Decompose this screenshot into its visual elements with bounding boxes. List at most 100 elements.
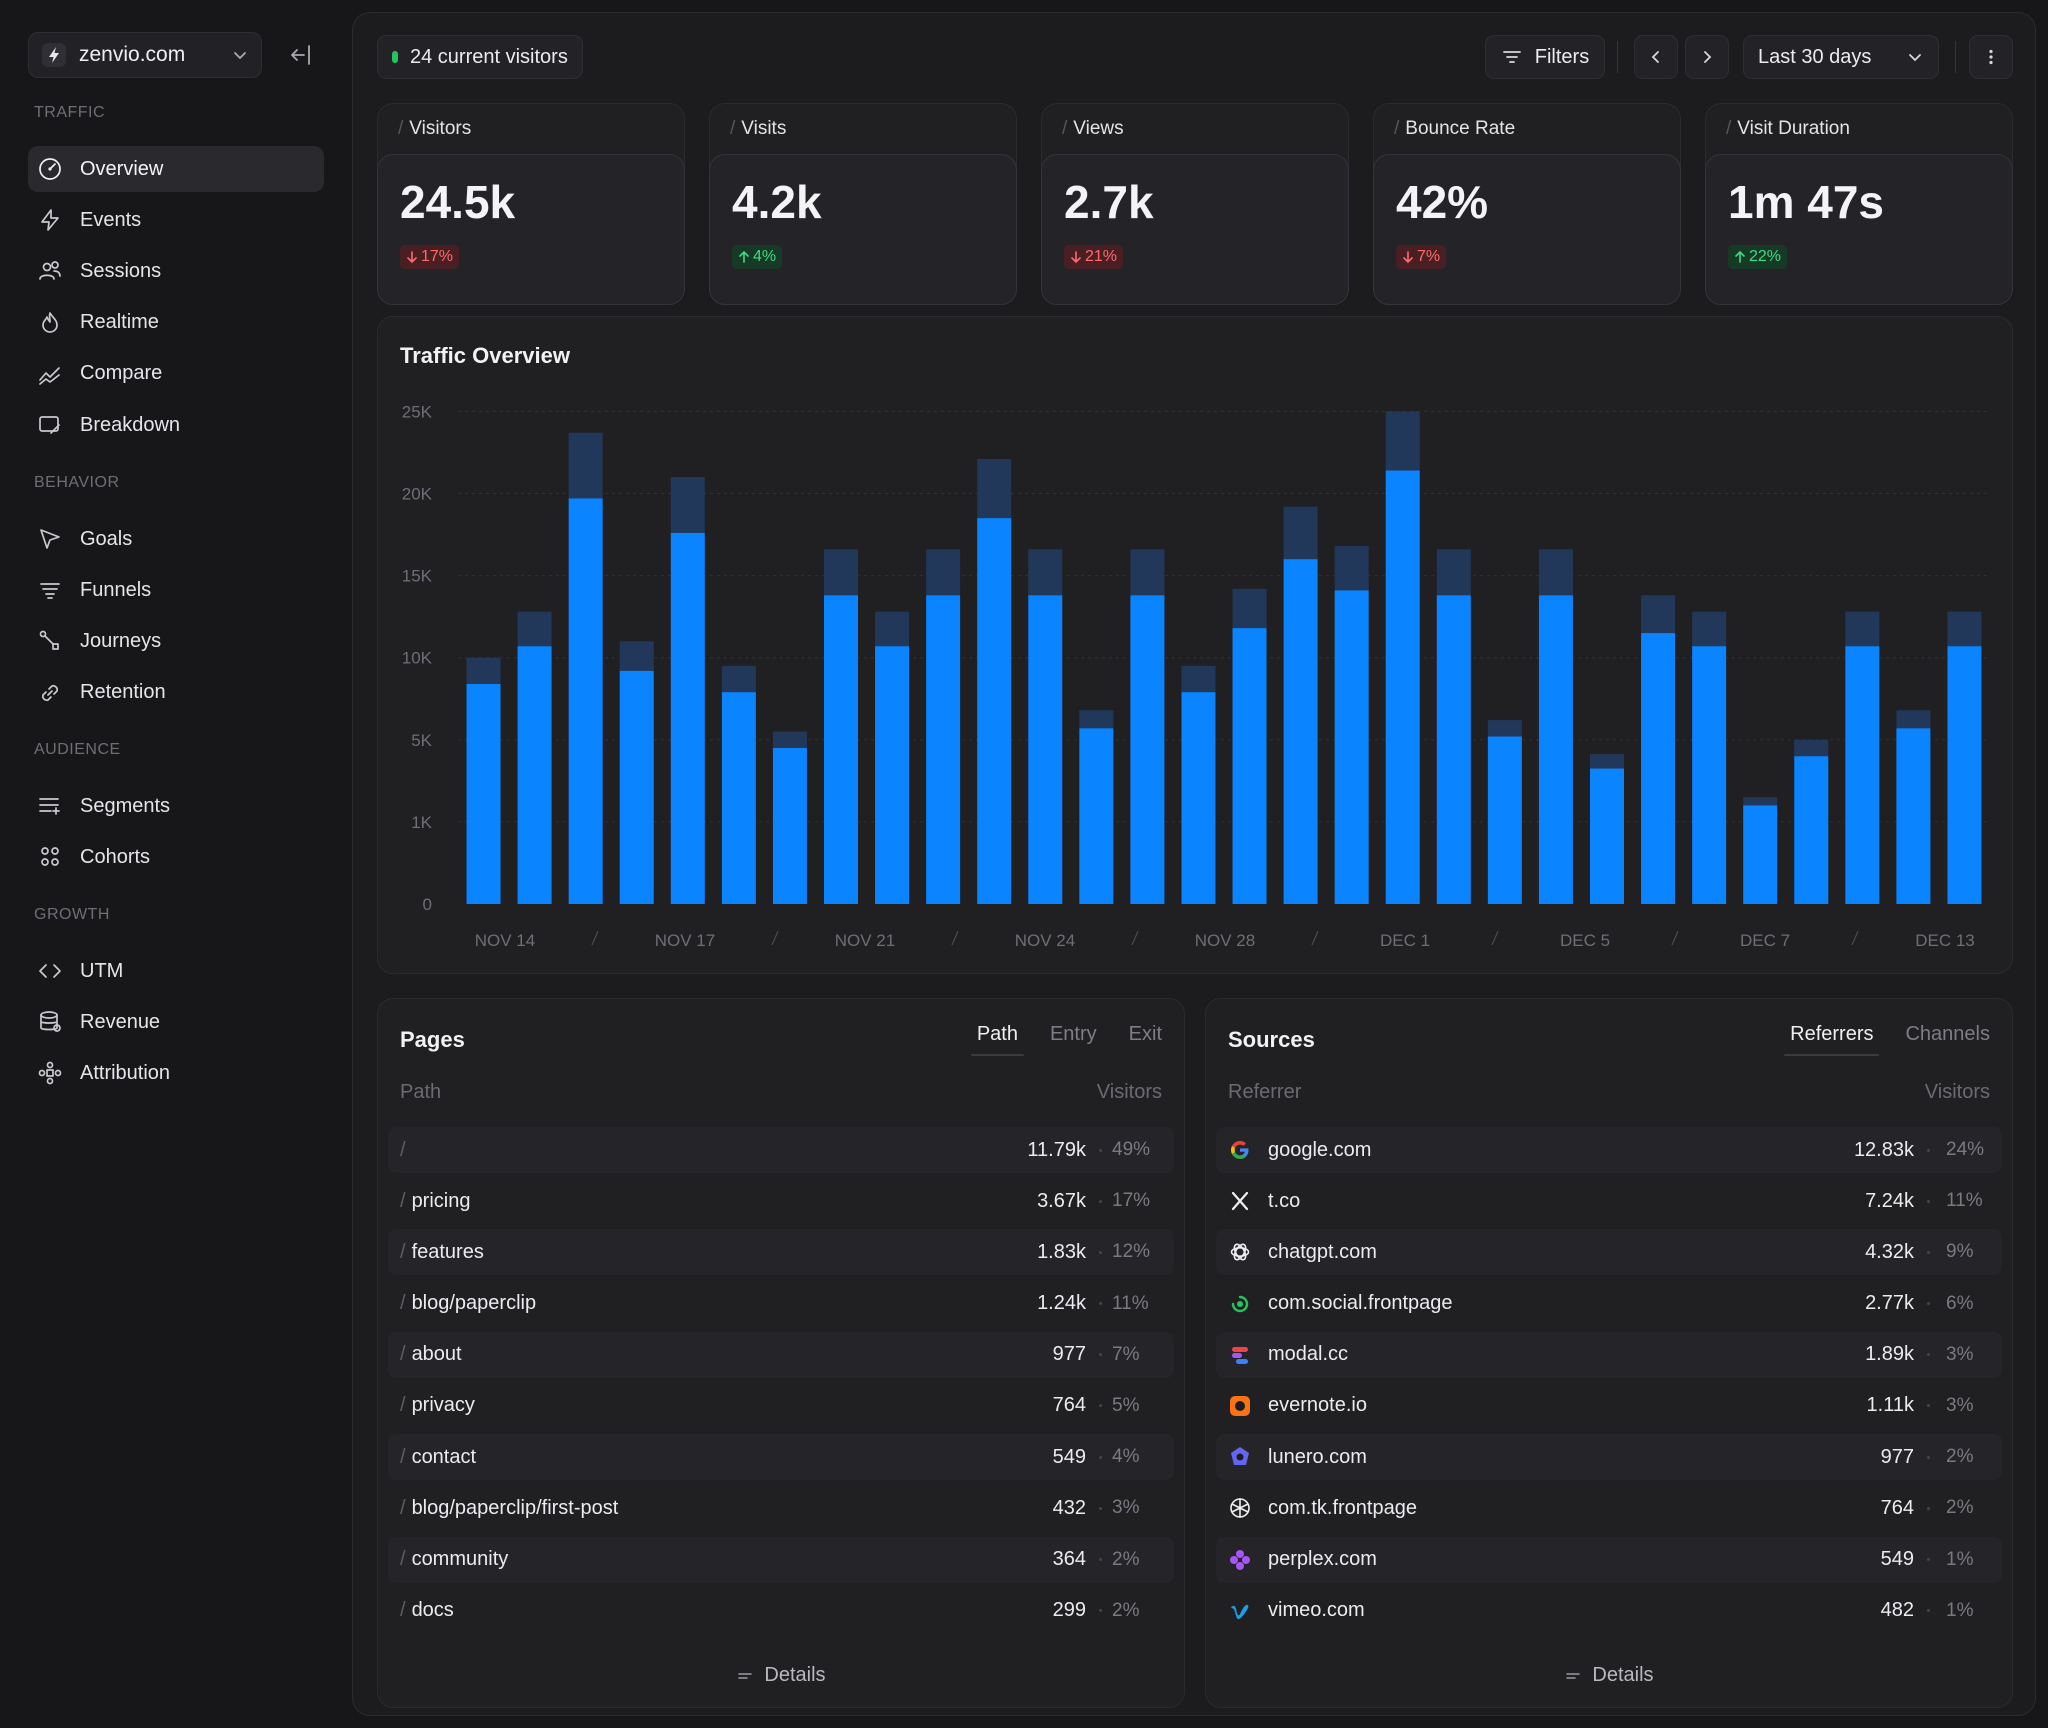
stat-card-visits[interactable]: / Visits 4.2k 4% [709,103,1017,305]
chart-bar-primary[interactable] [466,683,501,904]
chart-bar-secondary[interactable] [875,611,910,647]
chart-bar-primary[interactable] [1079,728,1114,904]
chart-bar-secondary[interactable] [1079,710,1114,729]
chart-bar-secondary[interactable] [1538,549,1573,596]
tab-entry[interactable]: Entry [1049,1023,1097,1045]
chart-bar-primary[interactable] [568,498,603,904]
chart-bar-primary[interactable] [977,518,1012,904]
chart-bar-secondary[interactable] [517,611,552,647]
stat-card-visit-duration[interactable]: / Visit Duration 1m 47s 22% [1705,103,2013,305]
table-row[interactable]: / pricing 3.67k 17% [388,1178,1174,1224]
sidebar-item-utm[interactable]: UTM [28,948,324,994]
chart-bar-primary[interactable] [1181,692,1216,904]
stat-card-views[interactable]: / Views 2.7k 21% [1041,103,1349,305]
table-row[interactable]: / privacy 764 5% [388,1383,1174,1429]
sidebar-item-realtime[interactable]: Realtime [28,300,324,346]
chart-bar-secondary[interactable] [1385,411,1420,471]
chart-bar-primary[interactable] [1743,805,1778,904]
chart-bar-primary[interactable] [772,748,807,904]
sidebar-item-sessions[interactable]: Sessions [28,248,324,294]
table-row[interactable]: com.social.frontpage 2.77k 6% [1216,1281,2002,1327]
stat-card-visitors[interactable]: / Visitors 24.5k 17% [377,103,685,305]
chart-bar-secondary[interactable] [1436,549,1471,596]
tab-referrers[interactable]: Referrers [1784,1023,1880,1056]
chart-bar-primary[interactable] [926,595,961,904]
chart-bar-secondary[interactable] [721,665,756,693]
sidebar-item-funnels[interactable]: Funnels [28,567,324,613]
chart-bar-secondary[interactable] [1794,739,1829,757]
chart-bar-secondary[interactable] [1232,588,1267,629]
chart-bar-primary[interactable] [1896,728,1931,904]
chart-bar-primary[interactable] [1641,633,1676,904]
table-row[interactable]: perplex.com 549 1% [1216,1536,2002,1583]
table-row[interactable]: evernote.io 1.11k 3% [1216,1383,2002,1429]
collapse-sidebar-icon[interactable] [286,40,316,70]
table-row[interactable]: / about 977 7% [388,1331,1174,1378]
chart-bar-secondary[interactable] [1334,546,1369,591]
table-row[interactable]: lunero.com 977 2% [1216,1434,2002,1481]
chart-bar-primary[interactable] [875,646,910,904]
tab-channels[interactable]: Channels [1905,1023,1990,1045]
table-row[interactable]: / features 1.83k 12% [388,1229,1174,1276]
chart-bar-primary[interactable] [517,646,552,904]
sidebar-item-segments[interactable]: Segments [28,783,324,829]
sidebar-item-revenue[interactable]: Revenue [28,999,324,1045]
current-visitors-pill[interactable]: 24 current visitors [377,35,583,79]
chart-bar-primary[interactable] [824,595,858,904]
chart-bar-secondary[interactable] [772,731,807,749]
sidebar-item-events[interactable]: Events [28,197,324,243]
sidebar-item-cohorts[interactable]: Cohorts [28,834,324,880]
chart-bar-primary[interactable] [1487,736,1522,904]
chart-bar-primary[interactable] [1232,628,1267,904]
table-row[interactable]: google.com 12.83k 24% [1216,1127,2002,1173]
tab-path[interactable]: Path [970,1023,1025,1056]
chart-bar-primary[interactable] [619,670,654,904]
chart-bar-secondary[interactable] [1692,611,1727,647]
table-row[interactable]: / contact 549 4% [388,1434,1174,1481]
chart-bar-primary[interactable] [1028,595,1063,904]
sidebar-item-retention[interactable]: Retention [28,670,324,716]
table-row[interactable]: modal.cc 1.89k 3% [1216,1331,2002,1378]
sidebar-item-breakdown[interactable]: Breakdown [28,402,324,448]
date-range-select[interactable]: Last 30 days [1743,35,1939,79]
sidebar-item-goals[interactable]: Goals [28,516,324,562]
chart-bar-secondary[interactable] [1028,549,1063,596]
previous-period-button[interactable] [1634,35,1678,79]
chart-bar-primary[interactable] [1947,646,1982,904]
table-row[interactable]: / blog/paperclip 1.24k 11% [388,1281,1174,1327]
chart-bar-secondary[interactable] [1947,611,1982,647]
chart-bar-primary[interactable] [1590,768,1624,904]
table-row[interactable]: t.co 7.24k 11% [1216,1178,2002,1224]
chart-bar-secondary[interactable] [1845,611,1880,647]
chart-bar-secondary[interactable] [1283,506,1318,560]
sidebar-item-attribution[interactable]: Attribution [28,1050,324,1096]
table-row[interactable]: / docs 299 2% [388,1588,1174,1634]
chart-bar-secondary[interactable] [926,549,961,596]
chart-bar-primary[interactable] [1794,756,1829,904]
chart-bar-secondary[interactable] [1743,797,1778,806]
table-row[interactable]: com.tk.frontpage 764 2% [1216,1485,2002,1531]
more-options-button[interactable] [1969,35,2013,79]
chart-bar-secondary[interactable] [1590,754,1624,769]
chart-bar-primary[interactable] [1283,559,1318,904]
filters-button[interactable]: Filters [1485,35,1605,79]
table-row[interactable]: / community 364 2% [388,1536,1174,1583]
chart-bar-primary[interactable] [1538,595,1573,904]
sources-details-button[interactable]: Details [1206,1664,2012,1687]
table-row[interactable]: chatgpt.com 4.32k 9% [1216,1229,2002,1276]
chart-bar-secondary[interactable] [977,459,1012,519]
chart-bar-primary[interactable] [1385,470,1420,904]
chart-bar-secondary[interactable] [568,432,603,499]
chart-bar-secondary[interactable] [824,549,858,596]
chart-bar-primary[interactable] [1334,590,1369,904]
chart-bar-primary[interactable] [1130,595,1165,904]
sidebar-item-journeys[interactable]: Journeys [28,618,324,664]
chart-bar-secondary[interactable] [1181,665,1216,693]
chart-bar-primary[interactable] [670,532,705,904]
chart-bar-secondary[interactable] [1896,710,1931,729]
sidebar-item-overview[interactable]: Overview [28,146,324,192]
stat-card-bounce-rate[interactable]: / Bounce Rate 42% 7% [1373,103,1681,305]
tab-exit[interactable]: Exit [1128,1023,1162,1045]
chart-bar-primary[interactable] [1845,646,1880,904]
chart-bar-secondary[interactable] [670,477,705,533]
